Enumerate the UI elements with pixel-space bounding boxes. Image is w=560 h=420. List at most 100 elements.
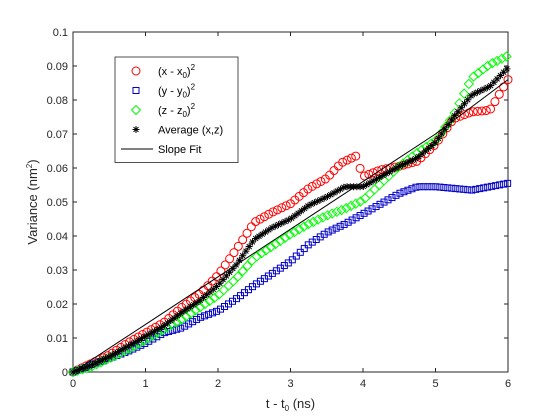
asterisk-point bbox=[425, 144, 433, 152]
square-point bbox=[292, 252, 300, 260]
asterisk-point bbox=[206, 288, 214, 296]
asterisk-point bbox=[320, 194, 328, 202]
diamond-point bbox=[496, 53, 508, 64]
series-diamond bbox=[67, 51, 512, 378]
asterisk-point bbox=[111, 349, 119, 357]
asterisk-point bbox=[144, 331, 152, 339]
square-point bbox=[360, 209, 368, 217]
asterisk-point bbox=[261, 228, 269, 236]
y-tick-label: 0.1 bbox=[53, 27, 68, 39]
circle-point bbox=[242, 228, 252, 238]
asterisk-point bbox=[183, 305, 191, 313]
asterisk-point bbox=[239, 252, 247, 260]
square-point bbox=[328, 226, 336, 234]
asterisk-point bbox=[389, 166, 397, 174]
x-tick-label: 0 bbox=[70, 378, 76, 390]
diamond-point bbox=[322, 210, 333, 221]
square-point bbox=[468, 186, 476, 194]
x-tick-label: 1 bbox=[142, 378, 148, 390]
asterisk-point bbox=[151, 327, 159, 335]
diamond-point bbox=[501, 51, 512, 62]
diamond-point bbox=[308, 216, 319, 228]
asterisk-point bbox=[490, 78, 498, 86]
diamond-point bbox=[265, 241, 277, 253]
diamond-point bbox=[491, 55, 503, 67]
asterisk-point bbox=[76, 366, 84, 374]
circle-point bbox=[346, 153, 356, 163]
square-point bbox=[352, 214, 360, 222]
asterisk-point bbox=[428, 142, 436, 150]
legend-label: Average (x,z) bbox=[158, 125, 223, 137]
asterisk-point bbox=[226, 268, 234, 276]
asterisk-point bbox=[252, 234, 260, 242]
asterisk-point bbox=[405, 158, 413, 166]
slope-fit-line bbox=[72, 79, 509, 373]
circle-point bbox=[255, 214, 265, 224]
circle-point bbox=[486, 104, 496, 114]
asterisk-point bbox=[438, 130, 446, 138]
square-point bbox=[149, 335, 157, 343]
diamond-point bbox=[317, 212, 328, 223]
circle-point bbox=[503, 75, 513, 85]
legend-label: (x - x0)2 bbox=[158, 63, 196, 80]
diamond-point bbox=[312, 214, 324, 225]
square-point bbox=[412, 183, 420, 191]
asterisk-point bbox=[408, 156, 416, 164]
asterisk-point bbox=[376, 173, 384, 181]
asterisk-point bbox=[164, 319, 172, 327]
circle-point bbox=[473, 106, 483, 116]
asterisk-point bbox=[193, 299, 201, 307]
diamond-point bbox=[326, 208, 338, 219]
square-point bbox=[504, 179, 512, 187]
asterisk-point bbox=[242, 247, 250, 255]
asterisk-point bbox=[310, 199, 318, 207]
asterisk-point bbox=[190, 301, 198, 309]
legend-entry: Slope Fit bbox=[121, 144, 201, 156]
asterisk-point bbox=[284, 216, 292, 224]
asterisk-point bbox=[92, 359, 100, 367]
circle-point bbox=[477, 106, 487, 116]
square-point bbox=[388, 194, 396, 202]
legend-label: (y - y0)2 bbox=[158, 83, 196, 100]
circle-point bbox=[316, 176, 326, 186]
asterisk-point bbox=[271, 222, 279, 230]
asterisk-point bbox=[323, 192, 331, 200]
asterisk-point bbox=[454, 108, 462, 116]
square-point bbox=[332, 224, 340, 232]
legend-diamond-swatch bbox=[130, 104, 142, 116]
asterisk-point bbox=[196, 296, 204, 304]
circle-point bbox=[233, 241, 243, 251]
circle-point bbox=[494, 89, 504, 99]
asterisk-point bbox=[304, 202, 312, 210]
asterisk-point bbox=[89, 361, 97, 369]
square-point bbox=[396, 189, 404, 197]
diamond-point bbox=[256, 248, 267, 259]
asterisk-point bbox=[278, 219, 286, 227]
asterisk-point bbox=[395, 162, 403, 170]
diamond-point bbox=[279, 232, 291, 244]
asterisk-point bbox=[480, 85, 488, 93]
square-point bbox=[416, 183, 424, 191]
circle-point bbox=[212, 272, 222, 282]
square-point bbox=[336, 222, 344, 230]
square-point bbox=[324, 228, 332, 236]
diamond-point bbox=[180, 311, 192, 322]
asterisk-point bbox=[291, 212, 299, 220]
diamond-point bbox=[350, 198, 361, 209]
square-point bbox=[500, 180, 508, 188]
circle-point bbox=[268, 207, 278, 217]
circle-point bbox=[338, 157, 348, 167]
square-point bbox=[288, 256, 296, 264]
asterisk-point bbox=[307, 200, 315, 208]
series-layer bbox=[67, 51, 513, 378]
square-point bbox=[344, 218, 352, 226]
legend-entry: Average (x,z) bbox=[132, 125, 223, 137]
diamond-point bbox=[345, 200, 357, 212]
legend-square-swatch bbox=[132, 87, 140, 94]
circle-point bbox=[303, 184, 313, 194]
square-point bbox=[440, 183, 448, 191]
asterisk-point bbox=[412, 155, 420, 163]
y-tick-label: 0.05 bbox=[47, 197, 68, 209]
asterisk-point bbox=[186, 303, 194, 311]
